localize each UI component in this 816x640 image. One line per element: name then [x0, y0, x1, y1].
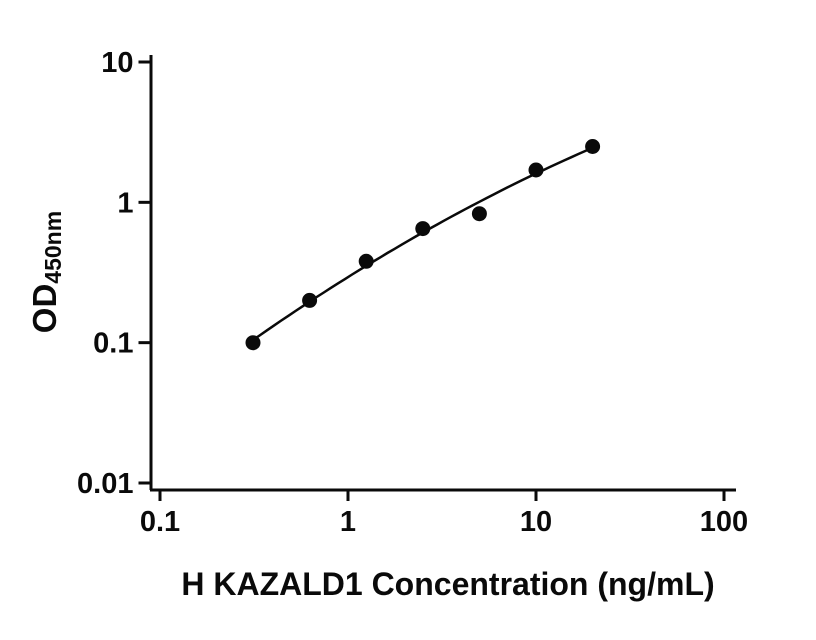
x-tick-label: 1	[340, 506, 356, 538]
y-axis-title-subscript: 450nm	[40, 210, 66, 284]
y-tick-label: 0.1	[93, 328, 133, 360]
fit-curve	[252, 146, 594, 342]
data-point	[245, 335, 261, 351]
x-tick-label: 0.1	[140, 506, 180, 538]
data-point	[302, 292, 318, 308]
data-point	[471, 206, 487, 222]
data-point	[415, 221, 431, 237]
y-axis-title-main: OD	[26, 283, 63, 334]
data-point	[585, 139, 601, 154]
y-axis-title: OD450nm	[23, 172, 67, 372]
y-tick-label: 1	[117, 187, 133, 219]
x-axis-title: H KAZALD1 Concentration (ng/mL)	[181, 566, 715, 602]
x-tick-label: 10	[520, 506, 552, 538]
x-tick-label: 100	[700, 506, 748, 538]
data-point	[528, 162, 544, 178]
data-point	[358, 253, 374, 269]
y-tick-label: 10	[101, 47, 133, 79]
y-tick-label: 0.01	[77, 468, 133, 500]
